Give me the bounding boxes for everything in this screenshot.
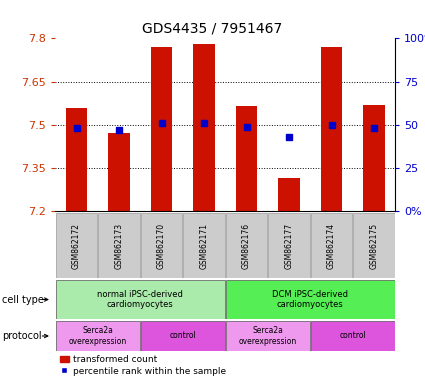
Bar [151, 47, 172, 211]
Bar [98, 213, 140, 278]
Text: GSM862173: GSM862173 [114, 223, 124, 269]
Text: GSM862170: GSM862170 [157, 223, 166, 269]
Bar [183, 213, 225, 278]
Text: protocol: protocol [2, 331, 42, 341]
Text: DCM iPSC-derived
cardiomyocytes: DCM iPSC-derived cardiomyocytes [272, 290, 348, 309]
Text: GSM862175: GSM862175 [369, 223, 379, 269]
Text: normal iPSC-derived
cardiomyocytes: normal iPSC-derived cardiomyocytes [97, 290, 183, 309]
Text: GSM862176: GSM862176 [242, 223, 251, 269]
Text: Serca2a
overexpression: Serca2a overexpression [68, 326, 127, 346]
Bar [236, 106, 257, 211]
Bar [141, 213, 182, 278]
Bar [226, 213, 267, 278]
Bar [226, 280, 395, 319]
Text: control: control [340, 331, 366, 341]
Bar [268, 213, 310, 278]
Bar [363, 104, 385, 211]
Bar [56, 213, 97, 278]
Text: control: control [170, 331, 196, 341]
Text: GSM862171: GSM862171 [199, 223, 209, 269]
Bar [311, 321, 395, 351]
Text: GSM862174: GSM862174 [327, 223, 336, 269]
Bar [193, 44, 215, 211]
Bar [353, 213, 395, 278]
Bar [56, 280, 225, 319]
Bar [108, 134, 130, 211]
Bar [311, 213, 352, 278]
Text: GSM862172: GSM862172 [72, 223, 81, 269]
Legend: transformed count, percentile rank within the sample: transformed count, percentile rank withi… [60, 355, 227, 376]
Text: GSM862177: GSM862177 [284, 223, 294, 269]
Bar [278, 178, 300, 211]
Bar [321, 47, 342, 211]
Bar [141, 321, 225, 351]
Bar [226, 321, 310, 351]
Text: GDS4435 / 7951467: GDS4435 / 7951467 [142, 21, 283, 35]
Bar [66, 108, 87, 211]
Text: Serca2a
overexpression: Serca2a overexpression [238, 326, 297, 346]
Bar [56, 321, 140, 351]
Text: cell type: cell type [2, 295, 44, 305]
